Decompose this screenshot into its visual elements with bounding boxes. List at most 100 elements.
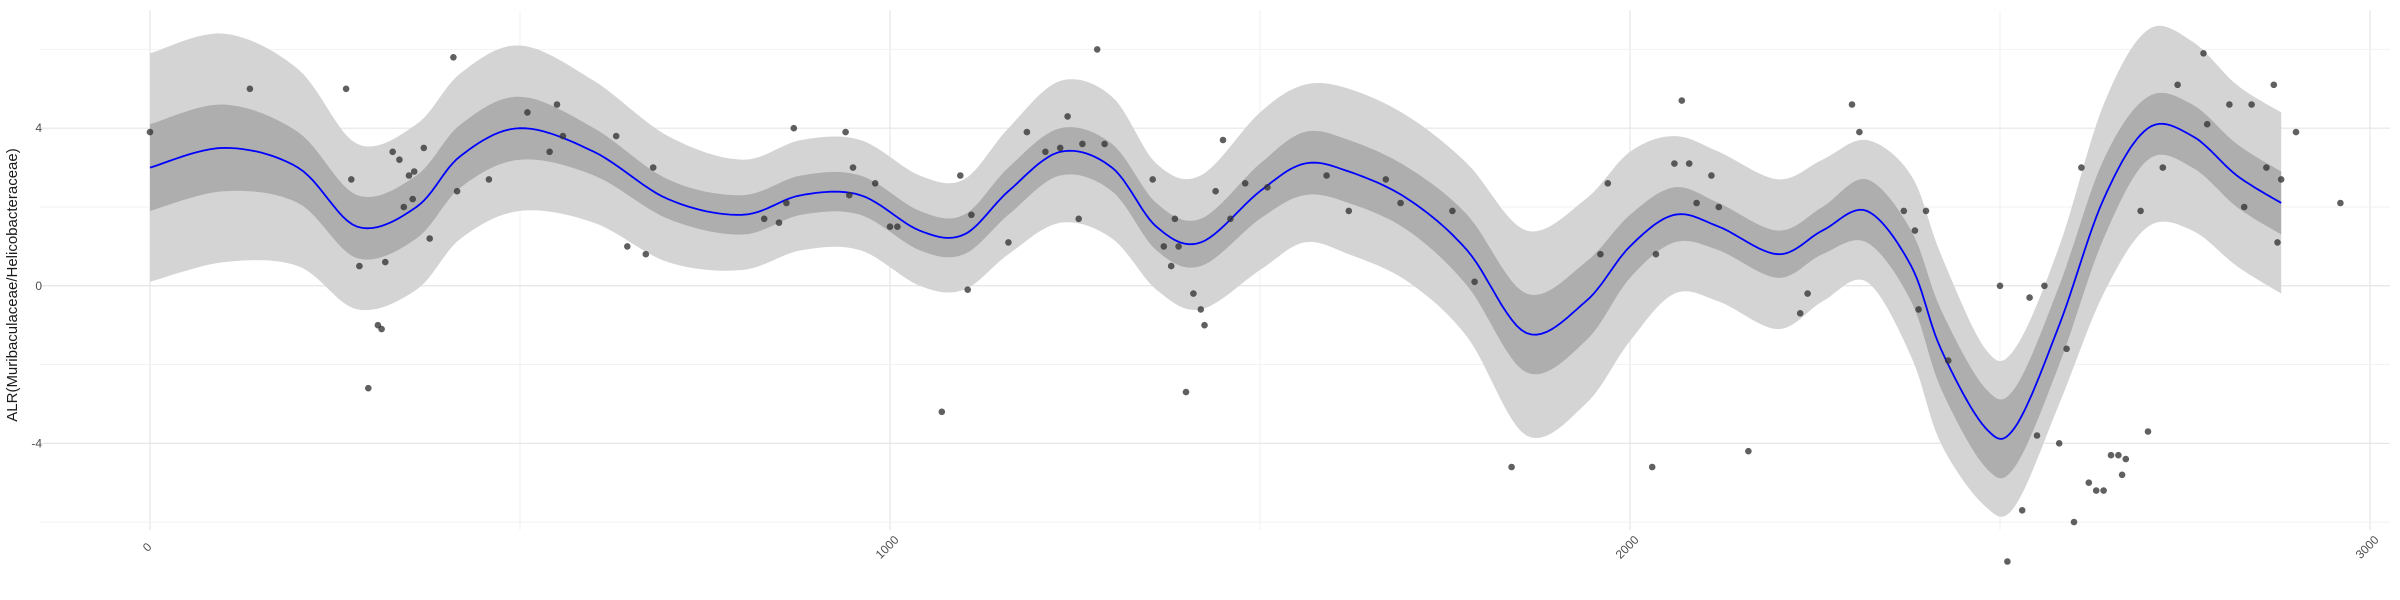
data-point-107 [2118,471,2126,479]
data-point-78 [1685,160,1693,167]
data-point-72 [1597,250,1604,258]
data-point-43 [1023,128,1031,136]
data-point-47 [1075,215,1082,223]
data-point-63 [1241,180,1249,187]
data-point-68 [1397,199,1404,207]
y-tick-label-1: 0 [35,279,42,293]
data-point-89 [1915,306,1922,313]
y-axis-title: ALR(Muribaculaceae/Helicobacteraceae) [4,148,21,421]
data-point-54 [1171,215,1179,223]
data-point-9 [389,148,397,156]
data-point-45 [1056,144,1064,152]
data-point-94 [2018,507,2026,514]
data-point-95 [2026,294,2033,301]
data-point-91 [1944,357,1952,364]
data-point-101 [2078,164,2085,171]
data-point-18 [453,187,461,195]
data-point-71 [1508,463,1515,471]
data-point-80 [1708,172,1715,179]
data-point-83 [1796,310,1804,317]
y-tick-label-2: 4 [35,121,42,135]
data-point-20 [524,109,531,116]
data-point-5 [365,384,372,392]
confidence-bands [150,25,2282,517]
inner-confidence-band [150,92,2282,479]
data-point-52 [1160,243,1168,250]
data-point-115 [2226,101,2233,108]
data-point-11 [400,203,408,211]
data-point-69 [1449,207,1456,215]
smooth-line [149,122,2282,440]
data-point-39 [957,172,964,179]
data-point-26 [642,250,650,258]
data-point-120 [2274,239,2281,246]
data-point-31 [790,124,798,132]
data-point-79 [1693,199,1700,207]
data-point-116 [2240,203,2248,211]
data-point-8 [382,258,389,266]
data-point-70 [1471,278,1478,286]
data-point-113 [2200,50,2207,57]
data-point-1 [246,85,254,93]
data-point-122 [2292,128,2300,136]
data-point-10 [396,156,403,163]
data-point-112 [2174,81,2181,89]
data-point-118 [2263,164,2270,171]
data-point-111 [2159,164,2167,171]
data-point-51 [1149,176,1156,183]
data-point-33 [846,191,853,199]
data-point-41 [968,211,975,219]
data-point-93 [2004,558,2011,565]
data-point-123 [2337,199,2344,207]
data-point-7 [378,325,385,333]
data-point-37 [894,223,901,230]
data-point-29 [775,219,783,226]
data-point-19 [485,176,493,183]
data-point-64 [1264,184,1271,191]
data-point-74 [1648,463,1656,471]
data-point-23 [559,132,567,140]
data-point-58 [1197,306,1205,313]
data-point-99 [2063,345,2070,353]
data-point-117 [2248,101,2255,108]
y-tick-label-0: -4 [31,436,42,450]
data-point-90 [1922,207,1930,215]
data-point-81 [1715,203,1723,211]
data-point-15 [420,144,428,152]
data-point-108 [2122,455,2130,463]
data-point-100 [2070,518,2078,526]
data-point-55 [1175,243,1182,250]
data-point-49 [1093,46,1101,53]
outer-confidence-band [150,25,2282,517]
data-point-50 [1101,140,1108,148]
data-point-21 [546,148,553,156]
data-point-34 [849,164,857,171]
data-point-17 [450,54,457,61]
data-point-82 [1745,447,1752,455]
data-point-87 [1900,207,1908,215]
data-point-57 [1190,290,1197,297]
data-point-12 [405,172,413,179]
data-point-66 [1345,207,1353,215]
data-point-22 [553,101,561,108]
data-point-27 [649,164,657,171]
data-point-92 [1996,282,2004,290]
data-point-40 [964,286,971,294]
data-point-0 [146,128,154,136]
data-point-35 [871,180,879,187]
data-point-46 [1064,113,1071,120]
data-points [146,46,2344,565]
data-point-98 [2055,440,2063,447]
data-point-97 [2041,282,2048,290]
data-point-106 [2115,451,2122,459]
data-point-114 [2203,120,2211,128]
data-point-36 [886,223,894,230]
data-point-60 [1212,187,1219,195]
data-point-88 [1911,227,1919,234]
data-point-62 [1227,215,1234,223]
data-point-59 [1201,321,1208,329]
data-point-53 [1167,262,1175,270]
data-point-13 [409,195,417,203]
data-point-103 [2092,487,2100,494]
